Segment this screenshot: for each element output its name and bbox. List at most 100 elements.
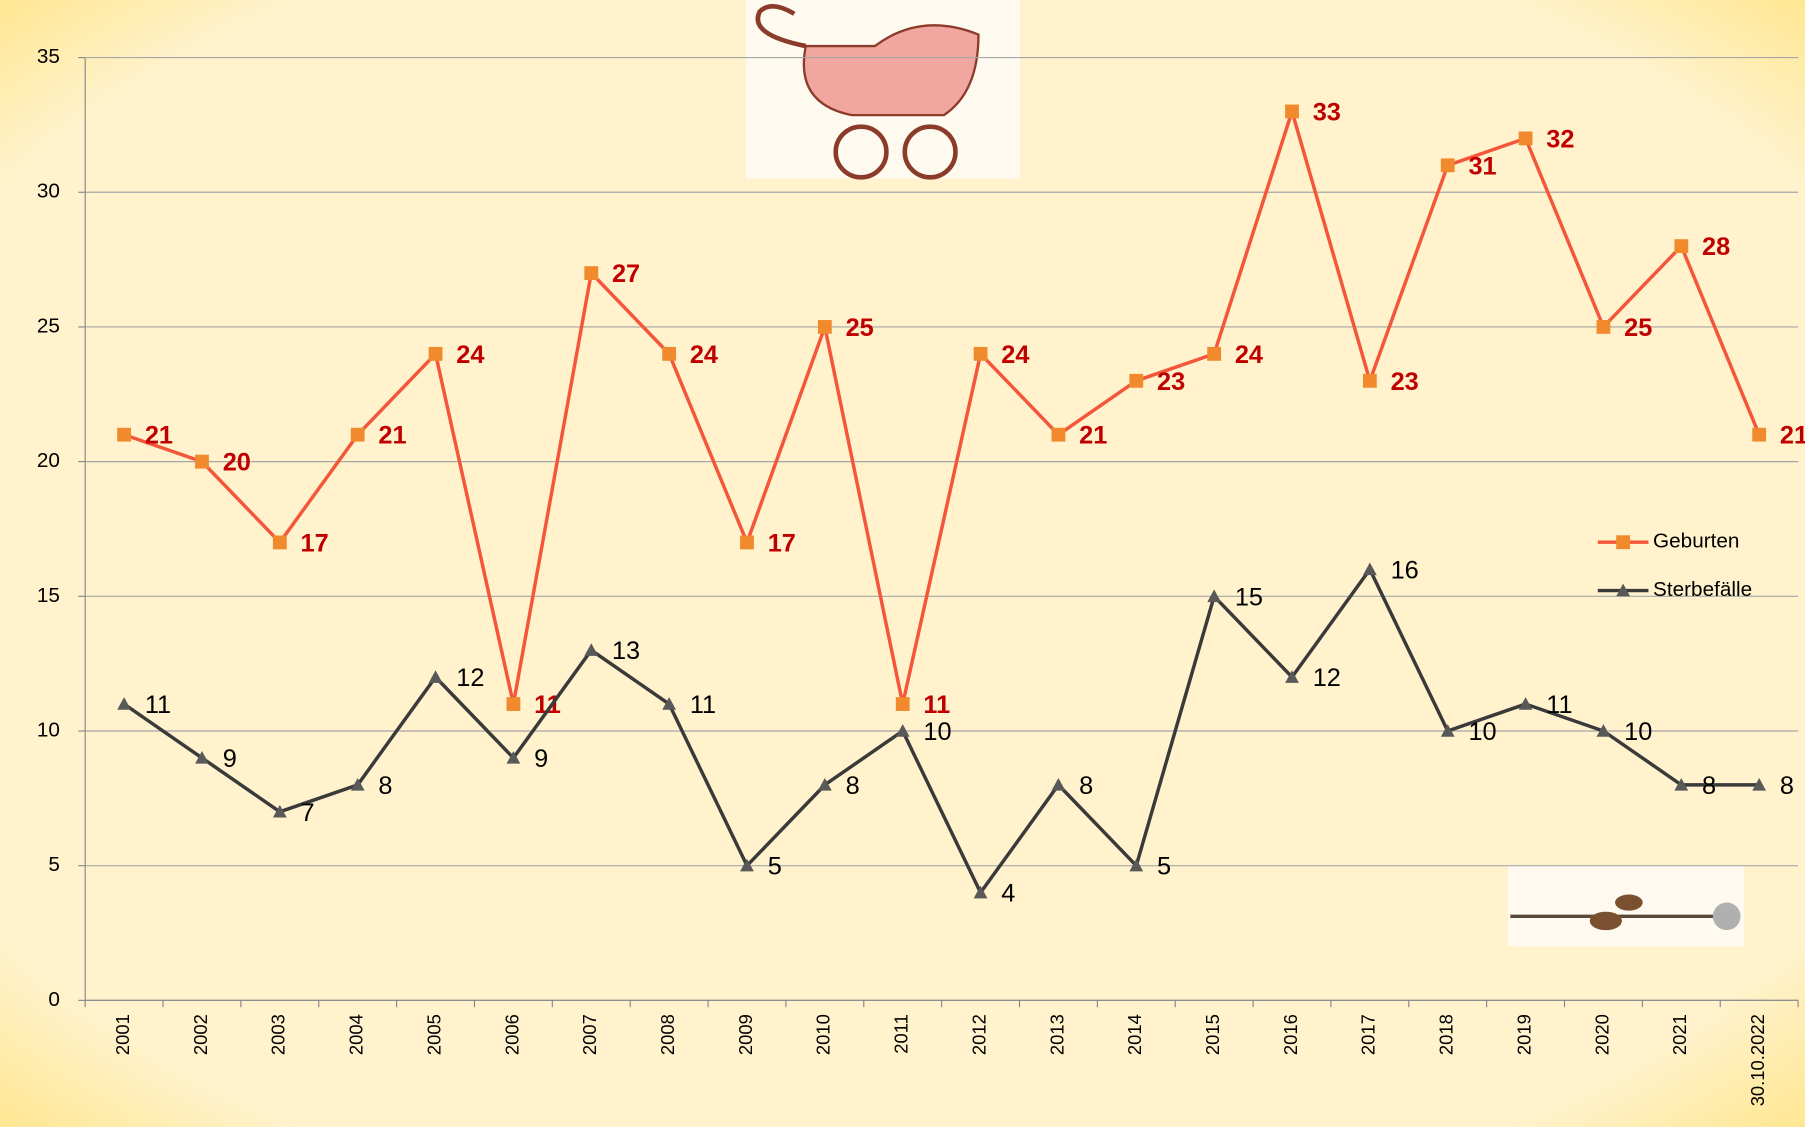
data-label: 11 [690,691,716,719]
marker [350,777,365,791]
x-tick-label: 2014 [1124,1014,1145,1055]
data-label: 4 [1001,880,1015,908]
data-label: 8 [1079,772,1093,800]
marker [817,777,832,791]
data-label: 24 [1235,341,1263,369]
x-tick-label: 2016 [1280,1014,1301,1055]
x-tick-label: 2003 [268,1014,289,1055]
legend-label: Geburten [1653,530,1739,553]
marker [1207,589,1222,603]
data-label: 12 [456,664,484,692]
x-tick-label: 2010 [813,1014,834,1055]
pram-illustration [745,0,1020,180]
data-label: 23 [1157,368,1185,396]
data-label: 21 [1780,422,1805,450]
marker [428,670,443,683]
y-tick-label: 25 [37,314,60,337]
x-tick-label: 2008 [657,1014,678,1055]
marker [1596,724,1611,737]
series-line [123,105,1761,705]
marker [895,724,910,737]
data-label: 28 [1702,233,1730,261]
marker [1596,320,1611,334]
x-tick-label: 2017 [1358,1014,1379,1055]
x-tick-label: 2021 [1669,1014,1690,1055]
marker [272,535,287,550]
marker [1051,777,1066,791]
data-label: 16 [1391,556,1419,584]
marker [428,346,443,361]
data-label: 12 [1313,664,1341,692]
data-label: 10 [923,718,951,746]
marker [1518,131,1533,146]
data-label: 25 [846,314,874,342]
data-label: 8 [846,772,860,800]
x-tick-label: 2013 [1046,1014,1067,1055]
marker [1051,427,1066,442]
data-label: 11 [145,691,171,719]
data-label: 21 [145,422,173,450]
x-tick-label: 30.10.2022 [1747,1014,1768,1106]
y-tick-label: 5 [48,853,60,876]
marker [1362,373,1377,388]
data-label: 33 [1313,98,1341,126]
data-label: 17 [301,529,329,557]
marker [973,885,988,899]
data-label: 10 [1468,718,1496,746]
data-label: 21 [1079,422,1107,450]
data-label: 25 [1624,314,1652,342]
legend-marker [1616,535,1631,550]
marker [195,751,209,764]
data-label: 11 [1546,691,1572,719]
data-label: 24 [456,341,484,369]
legend-label: Sterbefälle [1653,578,1752,601]
marker [1285,670,1299,683]
data-label: 24 [690,341,718,369]
y-tick-label: 10 [37,718,60,741]
x-tick-label: 2009 [735,1014,756,1055]
data-label: 21 [378,422,406,450]
data-label: 10 [1624,718,1652,746]
data-label: 24 [1001,341,1029,369]
x-tick-label: 2019 [1513,1014,1534,1055]
marker [117,697,132,710]
x-tick-label: 2005 [423,1014,444,1055]
marker [1752,777,1767,791]
y-tick-label: 20 [37,449,60,472]
marker [1285,104,1299,119]
data-label: 17 [768,529,796,557]
data-label: 8 [1780,772,1794,800]
marker [740,535,754,550]
data-label: 32 [1546,125,1574,153]
marker [1674,777,1689,791]
data-label: 5 [1157,853,1171,881]
marker [350,427,365,442]
marker [662,346,677,361]
series-line [123,566,1760,896]
marker [1129,858,1144,872]
marker [1752,427,1767,442]
data-label: 5 [768,853,782,881]
marker [1518,697,1533,710]
marker [1207,346,1222,361]
marker [1362,562,1377,576]
marker [272,804,287,818]
marker [1440,724,1455,737]
marker [817,320,832,334]
marker [1129,373,1144,388]
data-label: 7 [301,799,315,827]
x-tick-label: 2004 [346,1014,367,1055]
y-tick-label: 30 [37,180,60,203]
marker [117,427,132,442]
x-tick-label: 2012 [968,1014,989,1055]
data-label: 23 [1391,368,1419,396]
marker [1674,239,1689,254]
marker [662,697,677,710]
data-label: 27 [612,260,640,288]
data-label: 15 [1235,583,1263,611]
legend-marker [1616,583,1631,597]
data-label: 20 [223,449,251,477]
